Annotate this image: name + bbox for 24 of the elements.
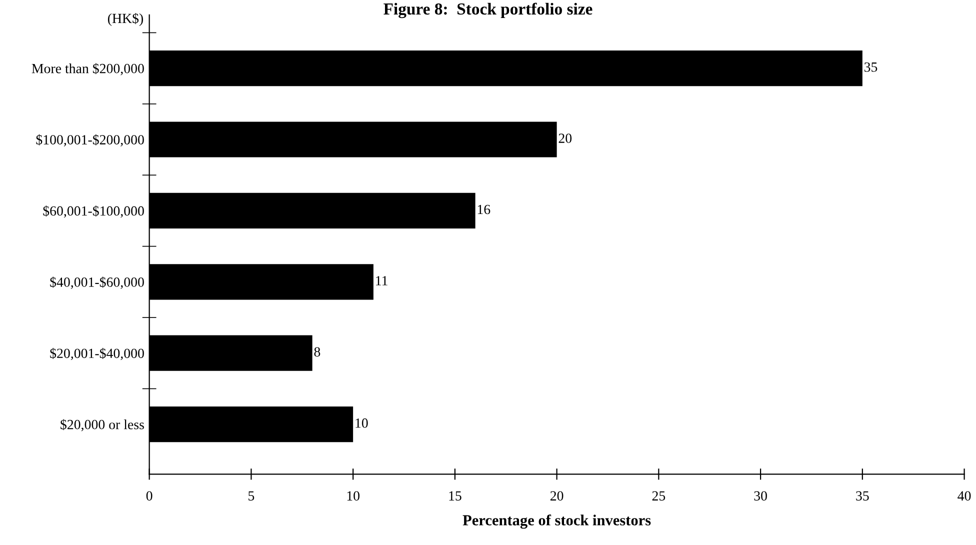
y-tick-label: More than $200,000 [32, 63, 144, 76]
y-tick-label: $20,001-$40,000 [50, 348, 144, 360]
y-tick-label: $40,001-$60,000 [50, 276, 144, 289]
y-tick-label: $20,000 or less [60, 419, 144, 432]
x-tick-label: 15 [449, 491, 462, 501]
x-tick-label: 30 [754, 491, 767, 501]
data-label: 8 [314, 347, 320, 357]
x-tick-label: 25 [652, 491, 666, 501]
chart-title: Figure 8: Stock portfolio size [384, 2, 592, 18]
x-tick-label: 0 [146, 491, 152, 501]
data-label: 10 [356, 418, 368, 428]
y-tick-label: $100,001-$200,000 [36, 134, 144, 146]
data-label: 11 [376, 276, 388, 286]
x-tick-label: 20 [550, 491, 564, 501]
data-label: 20 [558, 134, 572, 143]
y-axis-title: (HK$) [108, 12, 144, 26]
y-tick-label: $60,001-$100,000 [43, 205, 144, 218]
x-tick-label: 40 [958, 491, 971, 501]
data-label: 35 [864, 62, 878, 72]
x-tick-label: 5 [248, 491, 254, 501]
x-axis-title: Percentage of stock investors [462, 514, 651, 529]
x-tick-label: 35 [856, 491, 869, 501]
x-tick-label: 10 [347, 491, 360, 501]
data-label: 16 [478, 204, 490, 214]
